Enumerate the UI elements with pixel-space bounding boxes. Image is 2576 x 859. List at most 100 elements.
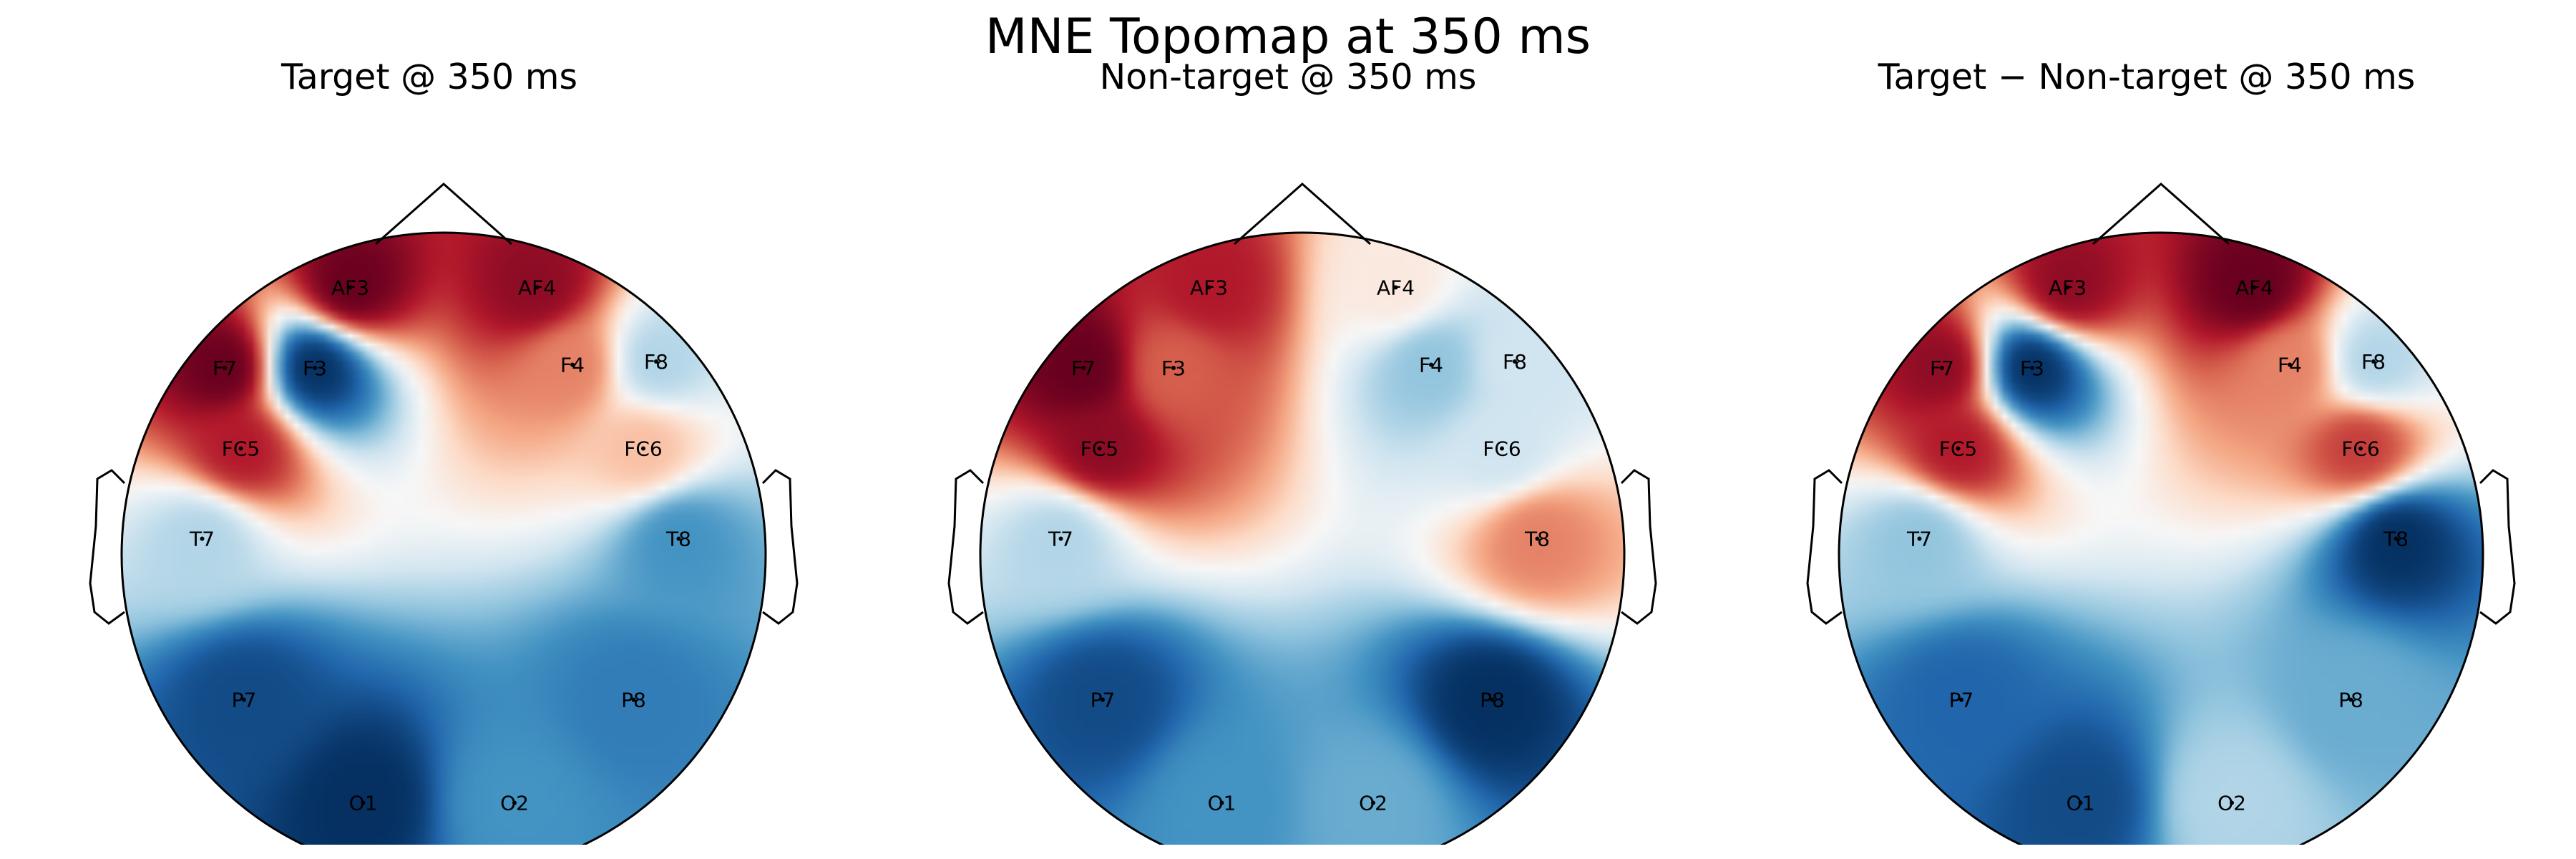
electrode-marker-f8 [1513, 359, 1517, 364]
electrode-label-af4: AF4 [518, 276, 556, 300]
electrode-marker-fc6 [1500, 446, 1504, 451]
electrode-label-af3: AF3 [2049, 276, 2087, 300]
head-outline [1838, 231, 2484, 845]
electrode-label-p7: P7 [232, 689, 257, 712]
electrode-label-fc5: FC5 [1939, 437, 1977, 461]
electrode-label-p8: P8 [1480, 689, 1505, 712]
electrode-label-af3: AF3 [1190, 276, 1228, 300]
electrode-marker-af4 [2252, 285, 2257, 290]
figure-title: MNE Topomap at 350 ms [985, 9, 1591, 65]
electrode-label-af4: AF4 [2235, 276, 2273, 300]
electrode-label-t7: T7 [189, 528, 215, 551]
electrode-marker-o2 [2230, 800, 2234, 805]
panel-title: Non-target @ 350 ms [1099, 57, 1477, 97]
electrode-marker-t7 [1058, 536, 1063, 541]
electrode-marker-t7 [200, 536, 205, 541]
electrode-label-f7: F7 [1930, 356, 1954, 380]
electrode-marker-f3 [1171, 366, 1176, 370]
electrode-label-o2: O2 [500, 792, 529, 815]
electrode-label-o2: O2 [1359, 792, 1387, 815]
electrode-marker-p7 [1101, 697, 1105, 702]
electrode-label-f3: F3 [303, 356, 327, 380]
electrode-marker-o2 [512, 800, 517, 805]
right-ear-outline [761, 469, 799, 625]
electrode-marker-fc6 [641, 446, 645, 451]
electrode-label-f4: F4 [560, 354, 585, 377]
electrode-label-f4: F4 [1419, 354, 1443, 377]
electrode-label-f8: F8 [1503, 350, 1527, 374]
electrode-marker-f8 [654, 359, 658, 364]
electrode-label-p8: P8 [2338, 689, 2363, 712]
electrode-label-t7: T7 [1906, 528, 1932, 551]
topomap-panel-target: AF3 AF4 F7 F3 F4 F8 FC5 FC6 T7 T8 P7 P8 O1 O2 Target … [0, 50, 859, 845]
topomap-svg: AF3 AF4 F7 F3 F4 F8 FC5 FC6 T7 T8 P7 P8 O1 O2 [1806, 182, 2516, 845]
right-ear-outline [1620, 469, 1657, 625]
electrode-marker-f4 [570, 362, 575, 367]
left-ear-outline [947, 469, 985, 625]
topomap-field [1839, 233, 2483, 845]
electrode-marker-f3 [313, 366, 317, 370]
electrode-marker-f7 [1081, 366, 1085, 370]
electrode-label-o1: O1 [349, 792, 378, 815]
electrode-marker-t8 [676, 536, 681, 541]
electrode-label-t7: T7 [1048, 528, 1073, 551]
electrode-marker-o1 [1219, 800, 1224, 805]
nose-outline [375, 182, 512, 246]
electrode-label-t8: T8 [665, 528, 691, 551]
topomap-svg: AF3 AF4 F7 F3 F4 F8 FC5 FC6 T7 T8 P7 P8 O1 O2 [89, 182, 799, 845]
electrode-marker-t8 [2394, 536, 2399, 541]
electrode-marker-f7 [1940, 366, 1944, 370]
electrode-label-fc6: FC6 [2341, 437, 2379, 461]
electrode-marker-f4 [2288, 362, 2292, 367]
electrode-marker-p8 [2348, 697, 2353, 702]
electrode-marker-o1 [2078, 800, 2083, 805]
electrode-marker-f8 [2371, 359, 2376, 364]
topomap-field [122, 233, 766, 845]
electrode-marker-p7 [242, 697, 246, 702]
electrode-label-f3: F3 [2020, 356, 2044, 380]
electrode-label-f7: F7 [1071, 356, 1096, 380]
electrode-marker-o1 [361, 800, 366, 805]
electrode-label-f7: F7 [213, 356, 237, 380]
electrode-label-p8: P8 [621, 689, 646, 712]
topomap-svg: AF3 AF4 F7 F3 F4 F8 FC5 FC6 T7 T8 P7 P8 O1 O2 [947, 182, 1657, 845]
panel-title: Target − Non-target @ 350 ms [1878, 57, 2416, 97]
electrode-label-f4: F4 [2278, 354, 2302, 377]
electrode-marker-p8 [1490, 697, 1495, 702]
electrode-marker-f4 [1429, 362, 1433, 367]
electrode-label-t8: T8 [1524, 528, 1550, 551]
electrode-label-fc5: FC5 [1080, 437, 1118, 461]
nose-outline [2092, 182, 2230, 246]
electrode-marker-fc5 [1097, 446, 1102, 451]
electrode-marker-t8 [1535, 536, 1540, 541]
electrode-label-f8: F8 [2361, 350, 2386, 374]
electrode-label-fc6: FC6 [1483, 437, 1521, 461]
topomap-panel-difference: AF3 AF4 F7 F3 F4 F8 FC5 FC6 T7 T8 P7 P8 O1 O2 Target … [1717, 50, 2576, 845]
right-ear-outline [2479, 469, 2516, 625]
electrode-marker-p8 [631, 697, 636, 702]
electrode-label-t8: T8 [2383, 528, 2409, 551]
electrode-marker-o2 [1371, 800, 1375, 805]
electrode-label-o1: O1 [1208, 792, 1236, 815]
electrode-marker-af3 [2065, 285, 2070, 290]
head-outline [979, 231, 1626, 845]
head-outline [120, 231, 767, 845]
electrode-label-f3: F3 [1161, 356, 1186, 380]
electrode-label-fc6: FC6 [624, 437, 662, 461]
electrode-marker-f3 [2030, 366, 2034, 370]
electrode-marker-f7 [223, 366, 227, 370]
electrode-marker-af4 [1393, 285, 1398, 290]
topomap-panel-nontarget: AF3 AF4 F7 F3 F4 F8 FC5 FC6 T7 T8 P7 P8 O1 O2 Non-tar… [859, 50, 1717, 845]
electrode-label-o2: O2 [2218, 792, 2246, 815]
electrode-label-af4: AF4 [1377, 276, 1415, 300]
electrode-label-o1: O1 [2067, 792, 2095, 815]
electrode-label-f8: F8 [644, 350, 668, 374]
electrode-marker-fc5 [238, 446, 243, 451]
electrode-label-af3: AF3 [331, 276, 369, 300]
panel-title: Target @ 350 ms [280, 57, 578, 97]
nose-outline [1234, 182, 1371, 246]
electrode-label-fc5: FC5 [222, 437, 260, 461]
electrode-marker-fc6 [2358, 446, 2363, 451]
electrode-marker-af3 [1206, 285, 1211, 290]
electrode-marker-p7 [1959, 697, 1963, 702]
